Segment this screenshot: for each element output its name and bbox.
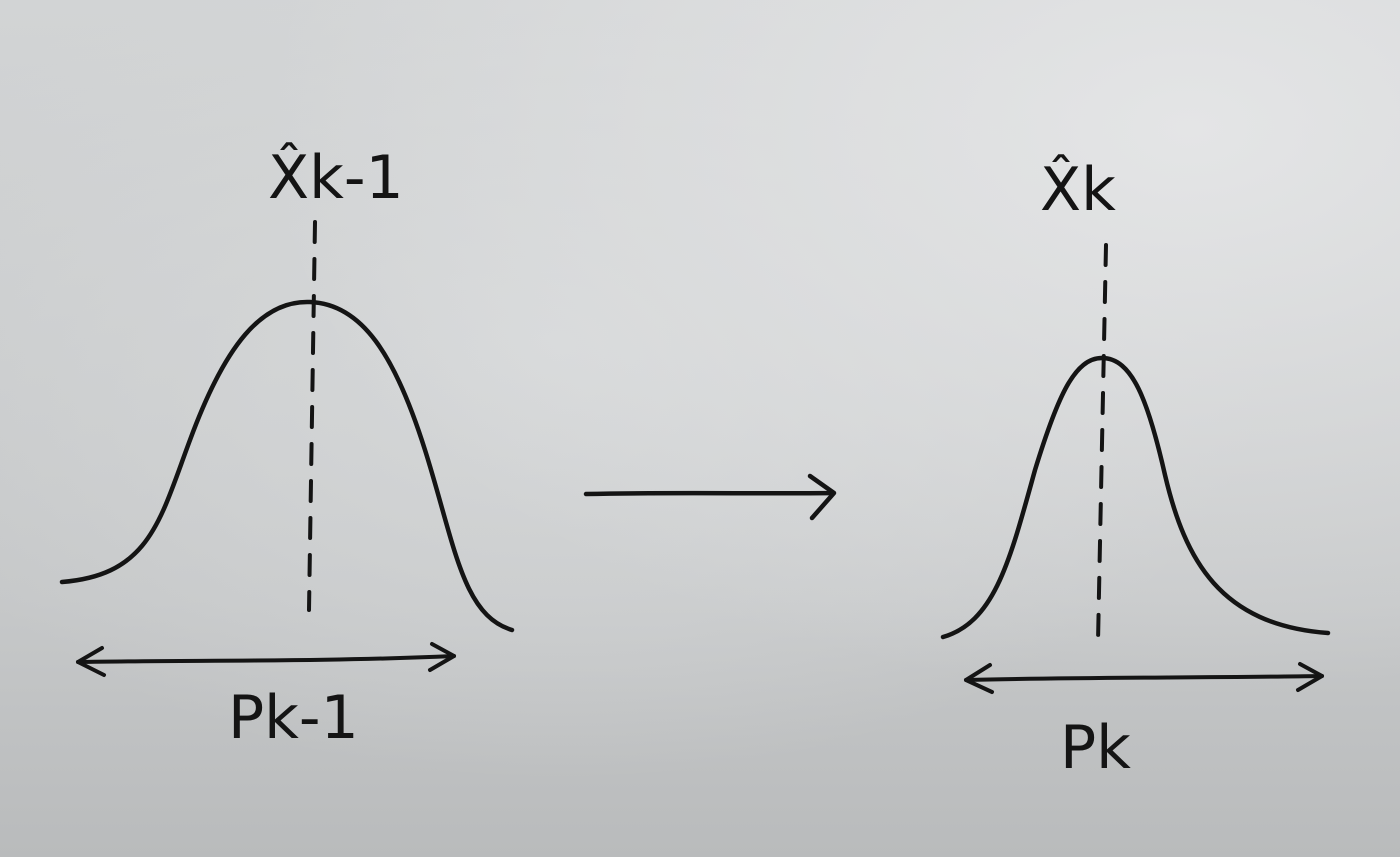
prior-width-arrow	[76, 642, 456, 677]
prior-mean-line	[307, 220, 317, 612]
posterior-mean-label: X̂k	[1040, 154, 1116, 225]
prior-covariance-label: Pk-1	[228, 683, 359, 753]
posterior-covariance-label: Pk	[1060, 713, 1131, 783]
transition-arrow	[583, 473, 837, 521]
prior-mean-label: X̂k-1	[268, 142, 404, 213]
posterior-width-arrow	[964, 662, 1324, 694]
posterior-bell-curve	[940, 355, 1331, 640]
posterior-mean-line	[1096, 243, 1108, 644]
prior-bell-curve	[59, 299, 515, 633]
prior-distribution: X̂k-1 Pk-1	[59, 142, 515, 753]
posterior-distribution: X̂k Pk	[940, 154, 1331, 783]
